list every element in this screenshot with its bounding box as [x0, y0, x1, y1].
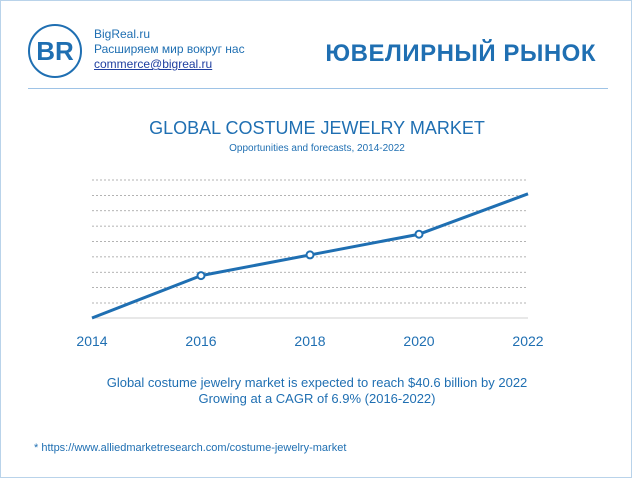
- source-footnote[interactable]: * https://www.alliedmarketresearch.com/c…: [34, 442, 347, 454]
- site-name: BigReal.ru: [94, 27, 151, 41]
- summary-line-2: Growing at a CAGR of 6.9% (2016-2022): [198, 391, 436, 406]
- header-divider: [28, 88, 608, 89]
- chart-subtitle: Opportunities and forecasts, 2014-2022: [229, 143, 405, 154]
- x-tick-label: 2020: [403, 333, 434, 349]
- summary-text: Global costume jewelry market is expecte…: [0, 375, 634, 407]
- logo-badge: BR: [28, 24, 82, 78]
- brand-block: BigReal.ru Расширяем мир вокруг нас comm…: [94, 27, 245, 72]
- summary-line-1: Global costume jewelry market is expecte…: [106, 375, 528, 390]
- x-tick-label: 2022: [512, 333, 543, 349]
- data-point: [414, 229, 424, 239]
- x-tick-label: 2016: [185, 333, 216, 349]
- x-tick-label: 2018: [294, 333, 325, 349]
- data-point: [305, 250, 315, 260]
- tagline: Расширяем мир вокруг нас: [94, 42, 245, 56]
- x-tick-label: 2014: [76, 333, 107, 349]
- page-title: ЮВЕЛИРНЫЙ РЫНОК: [325, 40, 596, 67]
- email-link[interactable]: commerce@bigreal.ru: [94, 57, 213, 71]
- data-point: [196, 271, 206, 281]
- chart-title: GLOBAL COSTUME JEWELRY MARKET: [149, 118, 485, 138]
